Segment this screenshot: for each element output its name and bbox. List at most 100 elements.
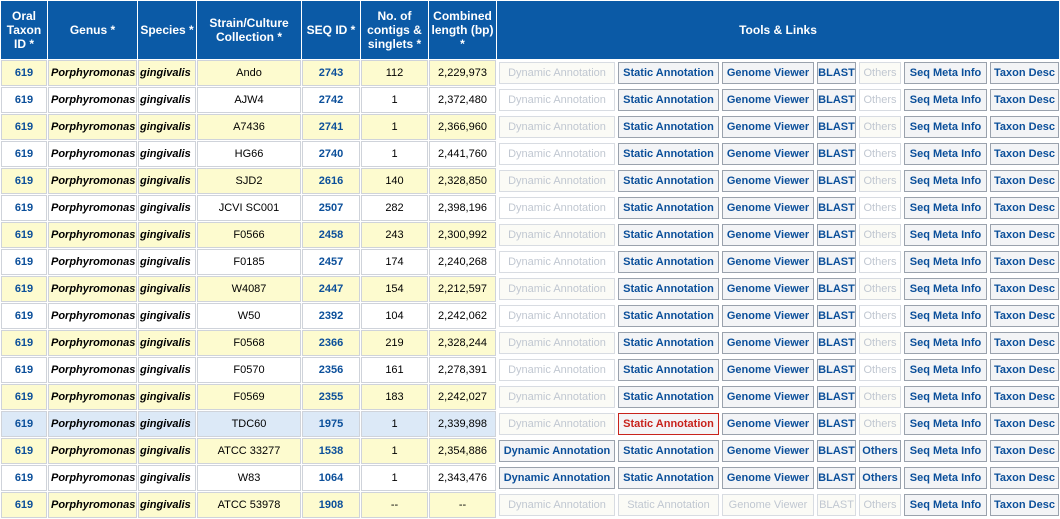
seq-id-link[interactable]: 2458: [302, 222, 360, 248]
blast-button[interactable]: BLAST: [817, 359, 856, 381]
seq-id-link[interactable]: 2507: [302, 195, 360, 221]
oral-taxon-id-link[interactable]: 619: [1, 87, 47, 113]
header-contigs[interactable]: No. of contigs & singlets *: [361, 1, 428, 59]
seq-meta-info-button[interactable]: Seq Meta Info: [904, 305, 987, 327]
static-annotation-button[interactable]: Static Annotation: [618, 440, 719, 462]
seq-id-link[interactable]: 2457: [302, 249, 360, 275]
blast-button[interactable]: BLAST: [817, 305, 856, 327]
oral-taxon-id-link[interactable]: 619: [1, 276, 47, 302]
taxon-desc-button[interactable]: Taxon Desc: [990, 278, 1059, 300]
blast-button[interactable]: BLAST: [817, 224, 856, 246]
blast-button[interactable]: BLAST: [817, 332, 856, 354]
oral-taxon-id-link[interactable]: 619: [1, 438, 47, 464]
taxon-desc-button[interactable]: Taxon Desc: [990, 359, 1059, 381]
static-annotation-button[interactable]: Static Annotation: [618, 143, 719, 165]
seq-meta-info-button[interactable]: Seq Meta Info: [904, 143, 987, 165]
blast-button[interactable]: BLAST: [817, 278, 856, 300]
seq-meta-info-button[interactable]: Seq Meta Info: [904, 467, 987, 489]
genome-viewer-button[interactable]: Genome Viewer: [722, 332, 814, 354]
blast-button[interactable]: BLAST: [817, 197, 856, 219]
blast-button[interactable]: BLAST: [817, 413, 856, 435]
blast-button[interactable]: BLAST: [817, 386, 856, 408]
oral-taxon-id-link[interactable]: 619: [1, 465, 47, 491]
dynamic-annotation-button[interactable]: Dynamic Annotation: [499, 467, 615, 489]
taxon-desc-button[interactable]: Taxon Desc: [990, 170, 1059, 192]
taxon-desc-button[interactable]: Taxon Desc: [990, 62, 1059, 84]
genome-viewer-button[interactable]: Genome Viewer: [722, 197, 814, 219]
static-annotation-button[interactable]: Static Annotation: [618, 305, 719, 327]
header-seq-id[interactable]: SEQ ID *: [302, 1, 360, 59]
taxon-desc-button[interactable]: Taxon Desc: [990, 332, 1059, 354]
taxon-desc-button[interactable]: Taxon Desc: [990, 440, 1059, 462]
seq-meta-info-button[interactable]: Seq Meta Info: [904, 359, 987, 381]
seq-id-link[interactable]: 2392: [302, 303, 360, 329]
seq-meta-info-button[interactable]: Seq Meta Info: [904, 89, 987, 111]
genome-viewer-button[interactable]: Genome Viewer: [722, 116, 814, 138]
genome-viewer-button[interactable]: Genome Viewer: [722, 467, 814, 489]
oral-taxon-id-link[interactable]: 619: [1, 384, 47, 410]
taxon-desc-button[interactable]: Taxon Desc: [990, 386, 1059, 408]
blast-button[interactable]: BLAST: [817, 62, 856, 84]
dynamic-annotation-button[interactable]: Dynamic Annotation: [499, 440, 615, 462]
seq-meta-info-button[interactable]: Seq Meta Info: [904, 332, 987, 354]
seq-meta-info-button[interactable]: Seq Meta Info: [904, 62, 987, 84]
genome-viewer-button[interactable]: Genome Viewer: [722, 305, 814, 327]
seq-id-link[interactable]: 2740: [302, 141, 360, 167]
header-species[interactable]: Species *: [138, 1, 196, 59]
header-combined-length[interactable]: Combined length (bp) *: [429, 1, 496, 59]
oral-taxon-id-link[interactable]: 619: [1, 330, 47, 356]
seq-id-link[interactable]: 2743: [302, 60, 360, 86]
genome-viewer-button[interactable]: Genome Viewer: [722, 62, 814, 84]
others-button[interactable]: Others: [859, 467, 901, 489]
seq-meta-info-button[interactable]: Seq Meta Info: [904, 413, 987, 435]
oral-taxon-id-link[interactable]: 619: [1, 141, 47, 167]
blast-button[interactable]: BLAST: [817, 251, 856, 273]
blast-button[interactable]: BLAST: [817, 467, 856, 489]
seq-id-link[interactable]: 2741: [302, 114, 360, 140]
seq-meta-info-button[interactable]: Seq Meta Info: [904, 386, 987, 408]
blast-button[interactable]: BLAST: [817, 170, 856, 192]
seq-id-link[interactable]: 1064: [302, 465, 360, 491]
genome-viewer-button[interactable]: Genome Viewer: [722, 278, 814, 300]
seq-id-link[interactable]: 2366: [302, 330, 360, 356]
oral-taxon-id-link[interactable]: 619: [1, 195, 47, 221]
genome-viewer-button[interactable]: Genome Viewer: [722, 170, 814, 192]
static-annotation-button[interactable]: Static Annotation: [618, 386, 719, 408]
genome-viewer-button[interactable]: Genome Viewer: [722, 386, 814, 408]
taxon-desc-button[interactable]: Taxon Desc: [990, 251, 1059, 273]
seq-id-link[interactable]: 2447: [302, 276, 360, 302]
static-annotation-button[interactable]: Static Annotation: [618, 332, 719, 354]
static-annotation-button[interactable]: Static Annotation: [618, 359, 719, 381]
static-annotation-button[interactable]: Static Annotation: [618, 197, 719, 219]
oral-taxon-id-link[interactable]: 619: [1, 303, 47, 329]
blast-button[interactable]: BLAST: [817, 143, 856, 165]
seq-id-link[interactable]: 2355: [302, 384, 360, 410]
blast-button[interactable]: BLAST: [817, 440, 856, 462]
static-annotation-button[interactable]: Static Annotation: [618, 89, 719, 111]
seq-id-link[interactable]: 2742: [302, 87, 360, 113]
oral-taxon-id-link[interactable]: 619: [1, 168, 47, 194]
static-annotation-button[interactable]: Static Annotation: [618, 62, 719, 84]
static-annotation-button[interactable]: Static Annotation: [618, 413, 719, 435]
seq-id-link[interactable]: 2356: [302, 357, 360, 383]
blast-button[interactable]: BLAST: [817, 116, 856, 138]
taxon-desc-button[interactable]: Taxon Desc: [990, 197, 1059, 219]
static-annotation-button[interactable]: Static Annotation: [618, 467, 719, 489]
taxon-desc-button[interactable]: Taxon Desc: [990, 143, 1059, 165]
taxon-desc-button[interactable]: Taxon Desc: [990, 413, 1059, 435]
seq-meta-info-button[interactable]: Seq Meta Info: [904, 494, 987, 516]
seq-id-link[interactable]: 2616: [302, 168, 360, 194]
oral-taxon-id-link[interactable]: 619: [1, 249, 47, 275]
oral-taxon-id-link[interactable]: 619: [1, 492, 47, 518]
static-annotation-button[interactable]: Static Annotation: [618, 116, 719, 138]
seq-meta-info-button[interactable]: Seq Meta Info: [904, 251, 987, 273]
header-oral-taxon-id[interactable]: Oral Taxon ID *: [1, 1, 47, 59]
taxon-desc-button[interactable]: Taxon Desc: [990, 494, 1059, 516]
seq-id-link[interactable]: 1975: [302, 411, 360, 437]
taxon-desc-button[interactable]: Taxon Desc: [990, 305, 1059, 327]
taxon-desc-button[interactable]: Taxon Desc: [990, 116, 1059, 138]
seq-meta-info-button[interactable]: Seq Meta Info: [904, 440, 987, 462]
oral-taxon-id-link[interactable]: 619: [1, 357, 47, 383]
seq-meta-info-button[interactable]: Seq Meta Info: [904, 116, 987, 138]
taxon-desc-button[interactable]: Taxon Desc: [990, 224, 1059, 246]
